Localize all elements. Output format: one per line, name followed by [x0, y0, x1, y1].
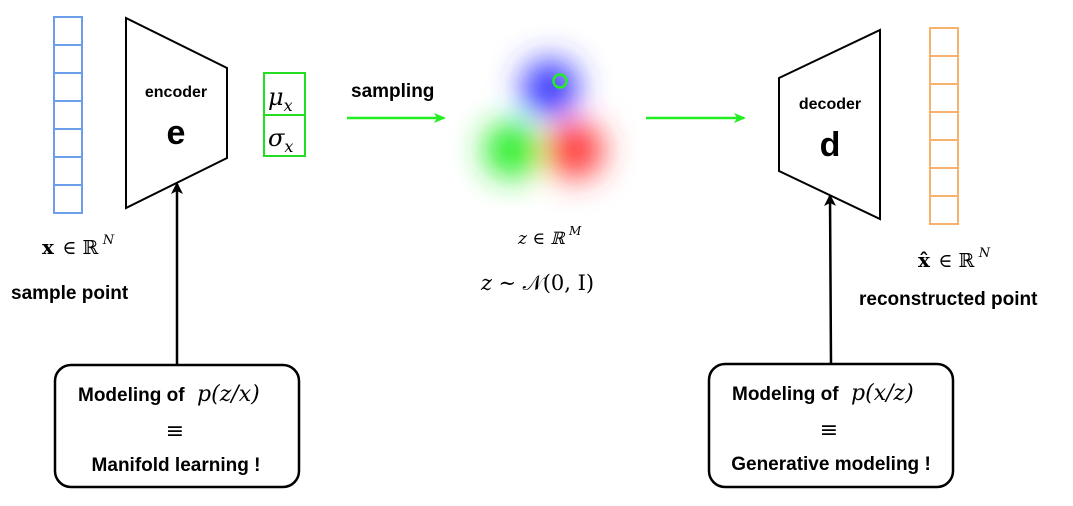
- output-vector: [929, 27, 959, 225]
- generative-box-line3: Generative modeling !: [731, 454, 931, 475]
- reconstructed-point-caption: reconstructed point: [859, 289, 1038, 310]
- sigma-cell: [263, 114, 306, 157]
- input-vector-cell: [53, 100, 83, 130]
- input-vector-cell: [53, 16, 83, 46]
- generative-box-line1: Modeling of p(x/z): [732, 381, 914, 406]
- output-vector-cell: [929, 27, 959, 57]
- generative-box-frame: [707, 362, 955, 489]
- encoder-trapezoid: [125, 16, 228, 210]
- output-vector-label: x̂ ∈ ℝ N: [918, 246, 991, 272]
- manifold-box-line3: Manifold learning !: [92, 455, 261, 476]
- sample-point-caption: sample point: [11, 283, 129, 304]
- output-vector-cell: [929, 83, 959, 113]
- output-vector-cell: [929, 139, 959, 169]
- manifold-box-equiv: ≡: [166, 419, 184, 444]
- latent-space-label: z ∈ ℝ M: [517, 224, 582, 249]
- input-vector-cell: [53, 72, 83, 102]
- generative-modeling-box: Modeling of p(x/z) ≡ Generative modeling…: [707, 362, 955, 489]
- latent-distribution: [484, 60, 603, 178]
- input-vector: [53, 16, 83, 214]
- decoder-symbol: d: [820, 126, 841, 164]
- sigma-label: σx: [268, 124, 293, 156]
- encoder-title: encoder: [145, 84, 207, 101]
- input-vector-label: x ∈ ℝ N: [42, 233, 115, 259]
- input-vector-cell: [53, 44, 83, 74]
- mu-label: μx: [268, 83, 293, 115]
- decoder-trapezoid: [778, 28, 881, 221]
- input-vector-cell: [53, 184, 83, 214]
- prior-label: z ∼ 𝒩(0, I): [480, 271, 594, 295]
- output-vector-cell: [929, 167, 959, 197]
- input-vector-cell: [53, 156, 83, 186]
- decoder-title: decoder: [799, 96, 861, 113]
- output-vector-cell: [929, 111, 959, 141]
- input-vector-cell: [53, 128, 83, 158]
- output-vector-cell: [929, 55, 959, 85]
- manifold-box-line1: Modeling of p(z/x): [78, 382, 260, 407]
- output-vector-cell: [929, 195, 959, 225]
- generative-arrow: [824, 194, 837, 364]
- latent-blob-red: [547, 122, 603, 178]
- generative-box-equiv: ≡: [820, 418, 838, 443]
- manifold-learning-box: Modeling of p(z/x) ≡ Manifold learning !: [53, 363, 301, 489]
- sampling-label: sampling: [351, 81, 434, 102]
- latent-blob-green: [484, 122, 540, 178]
- manifold-box-frame: [53, 363, 301, 489]
- encoder-symbol: e: [167, 114, 186, 152]
- latent-params-box: μx σx: [263, 72, 306, 157]
- sample-marker: [552, 73, 568, 89]
- latent-blob-blue: [522, 60, 578, 116]
